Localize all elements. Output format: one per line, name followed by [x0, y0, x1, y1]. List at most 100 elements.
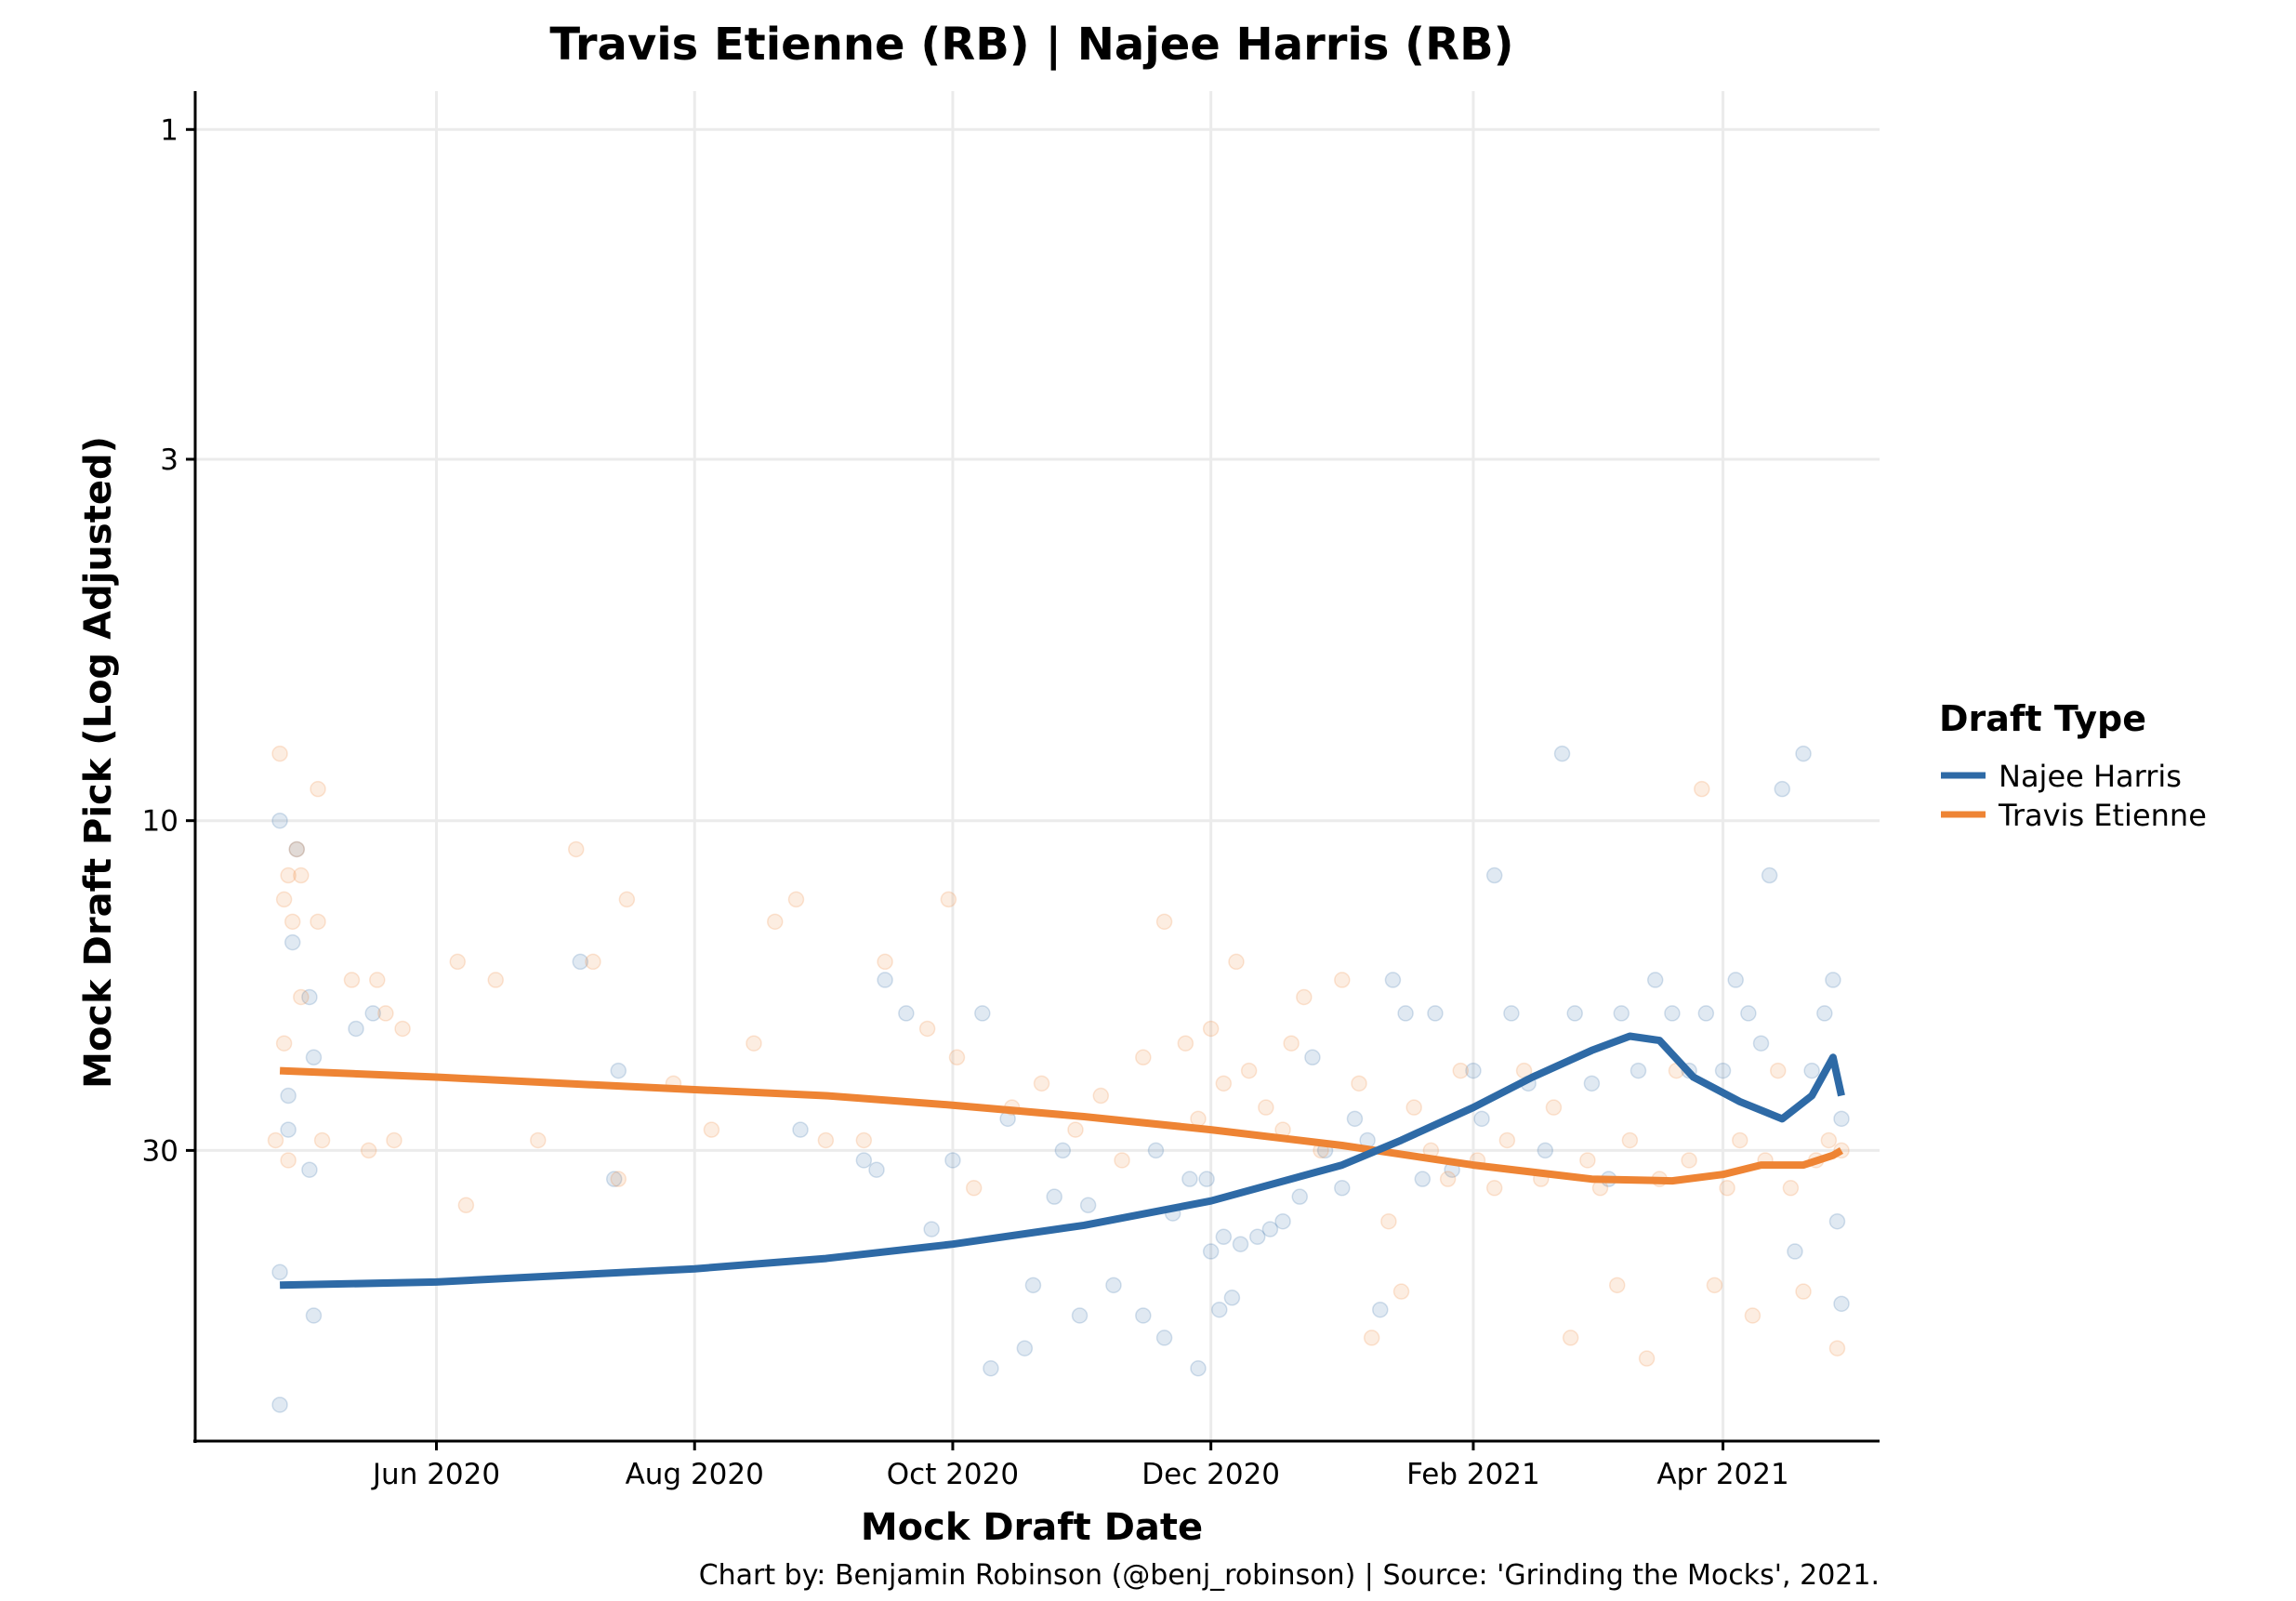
point-travis-etienne — [1744, 1307, 1762, 1324]
point-najee-harris — [1274, 1212, 1291, 1230]
point-najee-harris — [1202, 1243, 1220, 1260]
point-travis-etienne — [610, 1171, 627, 1187]
point-najee-harris — [284, 933, 301, 951]
point-najee-harris — [1646, 972, 1664, 988]
point-travis-etienne — [280, 867, 297, 884]
point-najee-harris — [1016, 1340, 1034, 1356]
y-tick-label: 1 — [160, 113, 178, 147]
point-travis-etienne — [1621, 1131, 1639, 1149]
point-travis-etienne — [1033, 1075, 1050, 1092]
point-najee-harris — [1613, 1005, 1630, 1022]
x-axis-ticks: Jun 2020 Aug 2020 Oct 2020 Dec 2020 Feb 2021… — [371, 1441, 1789, 1491]
point-najee-harris — [1261, 1221, 1279, 1237]
point-najee-harris — [1414, 1171, 1432, 1187]
point-najee-harris — [1198, 1171, 1215, 1187]
point-travis-etienne — [1828, 1340, 1846, 1356]
point-najee-harris — [348, 1020, 364, 1038]
point-najee-harris — [1833, 1295, 1850, 1313]
point-travis-etienne — [1719, 1180, 1735, 1197]
x-tick-label: Oct 2020 — [887, 1458, 1019, 1491]
point-najee-harris — [1190, 1360, 1207, 1377]
point-travis-etienne — [1155, 913, 1173, 931]
point-najee-harris — [1833, 1110, 1850, 1128]
point-najee-harris — [305, 1049, 323, 1066]
point-najee-harris — [1372, 1301, 1389, 1318]
point-travis-etienne — [1380, 1212, 1397, 1230]
point-travis-etienne — [1782, 1180, 1800, 1197]
point-travis-etienne — [1114, 1152, 1130, 1169]
point-najee-harris — [1155, 1330, 1173, 1346]
chart-title: Travis Etienne (RB) | Najee Harris (RB) — [549, 19, 1513, 71]
point-najee-harris — [1727, 972, 1744, 988]
point-travis-etienne — [271, 745, 288, 762]
chart-caption: Chart by: Benjamin Robinson (@benj_robin… — [699, 1559, 1880, 1592]
point-najee-harris — [610, 1062, 627, 1079]
legend-label-najee-harris: Najee Harris — [1999, 759, 2182, 794]
point-travis-etienne — [1240, 1062, 1258, 1079]
point-travis-etienne — [585, 953, 601, 971]
legend-label-travis-etienne: Travis Etienne — [1998, 798, 2207, 833]
point-najee-harris — [271, 812, 288, 829]
point-najee-harris — [944, 1152, 961, 1169]
point-najee-harris — [1583, 1075, 1601, 1092]
point-travis-etienne — [1795, 1283, 1812, 1300]
point-najee-harris — [1384, 972, 1402, 988]
gridlines — [195, 91, 1880, 1441]
point-travis-etienne — [1485, 1180, 1503, 1197]
y-axis-title: Mock Draft Pick (Log Adjusted) — [77, 436, 120, 1089]
point-najee-harris — [1630, 1062, 1647, 1079]
point-travis-etienne — [817, 1131, 835, 1149]
point-najee-harris — [1427, 1005, 1444, 1022]
point-travis-etienne — [1694, 780, 1710, 798]
point-najee-harris — [974, 1005, 991, 1022]
point-travis-etienne — [1258, 1099, 1274, 1116]
point-travis-etienne — [1351, 1075, 1367, 1092]
point-najee-harris — [792, 1121, 809, 1138]
point-najee-harris — [877, 972, 893, 988]
point-travis-etienne — [457, 1197, 475, 1214]
point-najee-harris — [1346, 1110, 1364, 1128]
point-travis-etienne — [369, 972, 386, 988]
y-tick-label: 3 — [160, 443, 178, 477]
point-najee-harris — [1147, 1142, 1165, 1159]
point-najee-harris — [1825, 972, 1841, 988]
x-tick-label: Dec 2020 — [1141, 1458, 1280, 1491]
point-travis-etienne — [746, 1035, 762, 1052]
point-travis-etienne — [310, 780, 326, 798]
point-najee-harris — [301, 988, 318, 1006]
point-travis-etienne — [703, 1121, 720, 1138]
legend: Draft Type Najee Harris Travis Etienne — [1939, 698, 2207, 833]
point-travis-etienne — [1296, 988, 1313, 1006]
point-najee-harris — [1223, 1290, 1241, 1306]
point-travis-etienne — [1732, 1131, 1748, 1149]
y-axis-ticks: 1 3 10 30 — [142, 113, 195, 1168]
point-travis-etienne — [1545, 1099, 1563, 1116]
point-najee-harris — [280, 1087, 297, 1105]
point-travis-etienne — [1177, 1035, 1194, 1052]
point-travis-etienne — [1562, 1330, 1579, 1346]
point-najee-harris — [1079, 1197, 1097, 1214]
point-najee-harris — [1248, 1228, 1266, 1246]
point-najee-harris — [1181, 1171, 1198, 1187]
x-axis-title: Mock Draft Date — [861, 1506, 1203, 1549]
point-travis-etienne — [766, 913, 784, 931]
point-najee-harris — [288, 840, 306, 858]
point-najee-harris — [1071, 1307, 1089, 1324]
point-najee-harris — [1787, 1243, 1803, 1260]
point-najee-harris — [1803, 1062, 1820, 1079]
point-travis-etienne — [965, 1180, 983, 1197]
x-tick-label: Apr 2021 — [1656, 1458, 1788, 1491]
point-travis-etienne — [618, 891, 636, 908]
point-najee-harris — [280, 1121, 297, 1138]
point-travis-etienne — [1608, 1277, 1626, 1294]
point-najee-harris — [572, 953, 589, 971]
point-travis-etienne — [1579, 1152, 1596, 1169]
point-travis-etienne — [918, 1020, 936, 1038]
point-najee-harris — [1211, 1301, 1228, 1318]
point-najee-harris — [1304, 1049, 1321, 1066]
point-travis-etienne — [293, 867, 310, 884]
point-najee-harris — [1046, 1188, 1062, 1205]
point-travis-etienne — [275, 891, 293, 908]
